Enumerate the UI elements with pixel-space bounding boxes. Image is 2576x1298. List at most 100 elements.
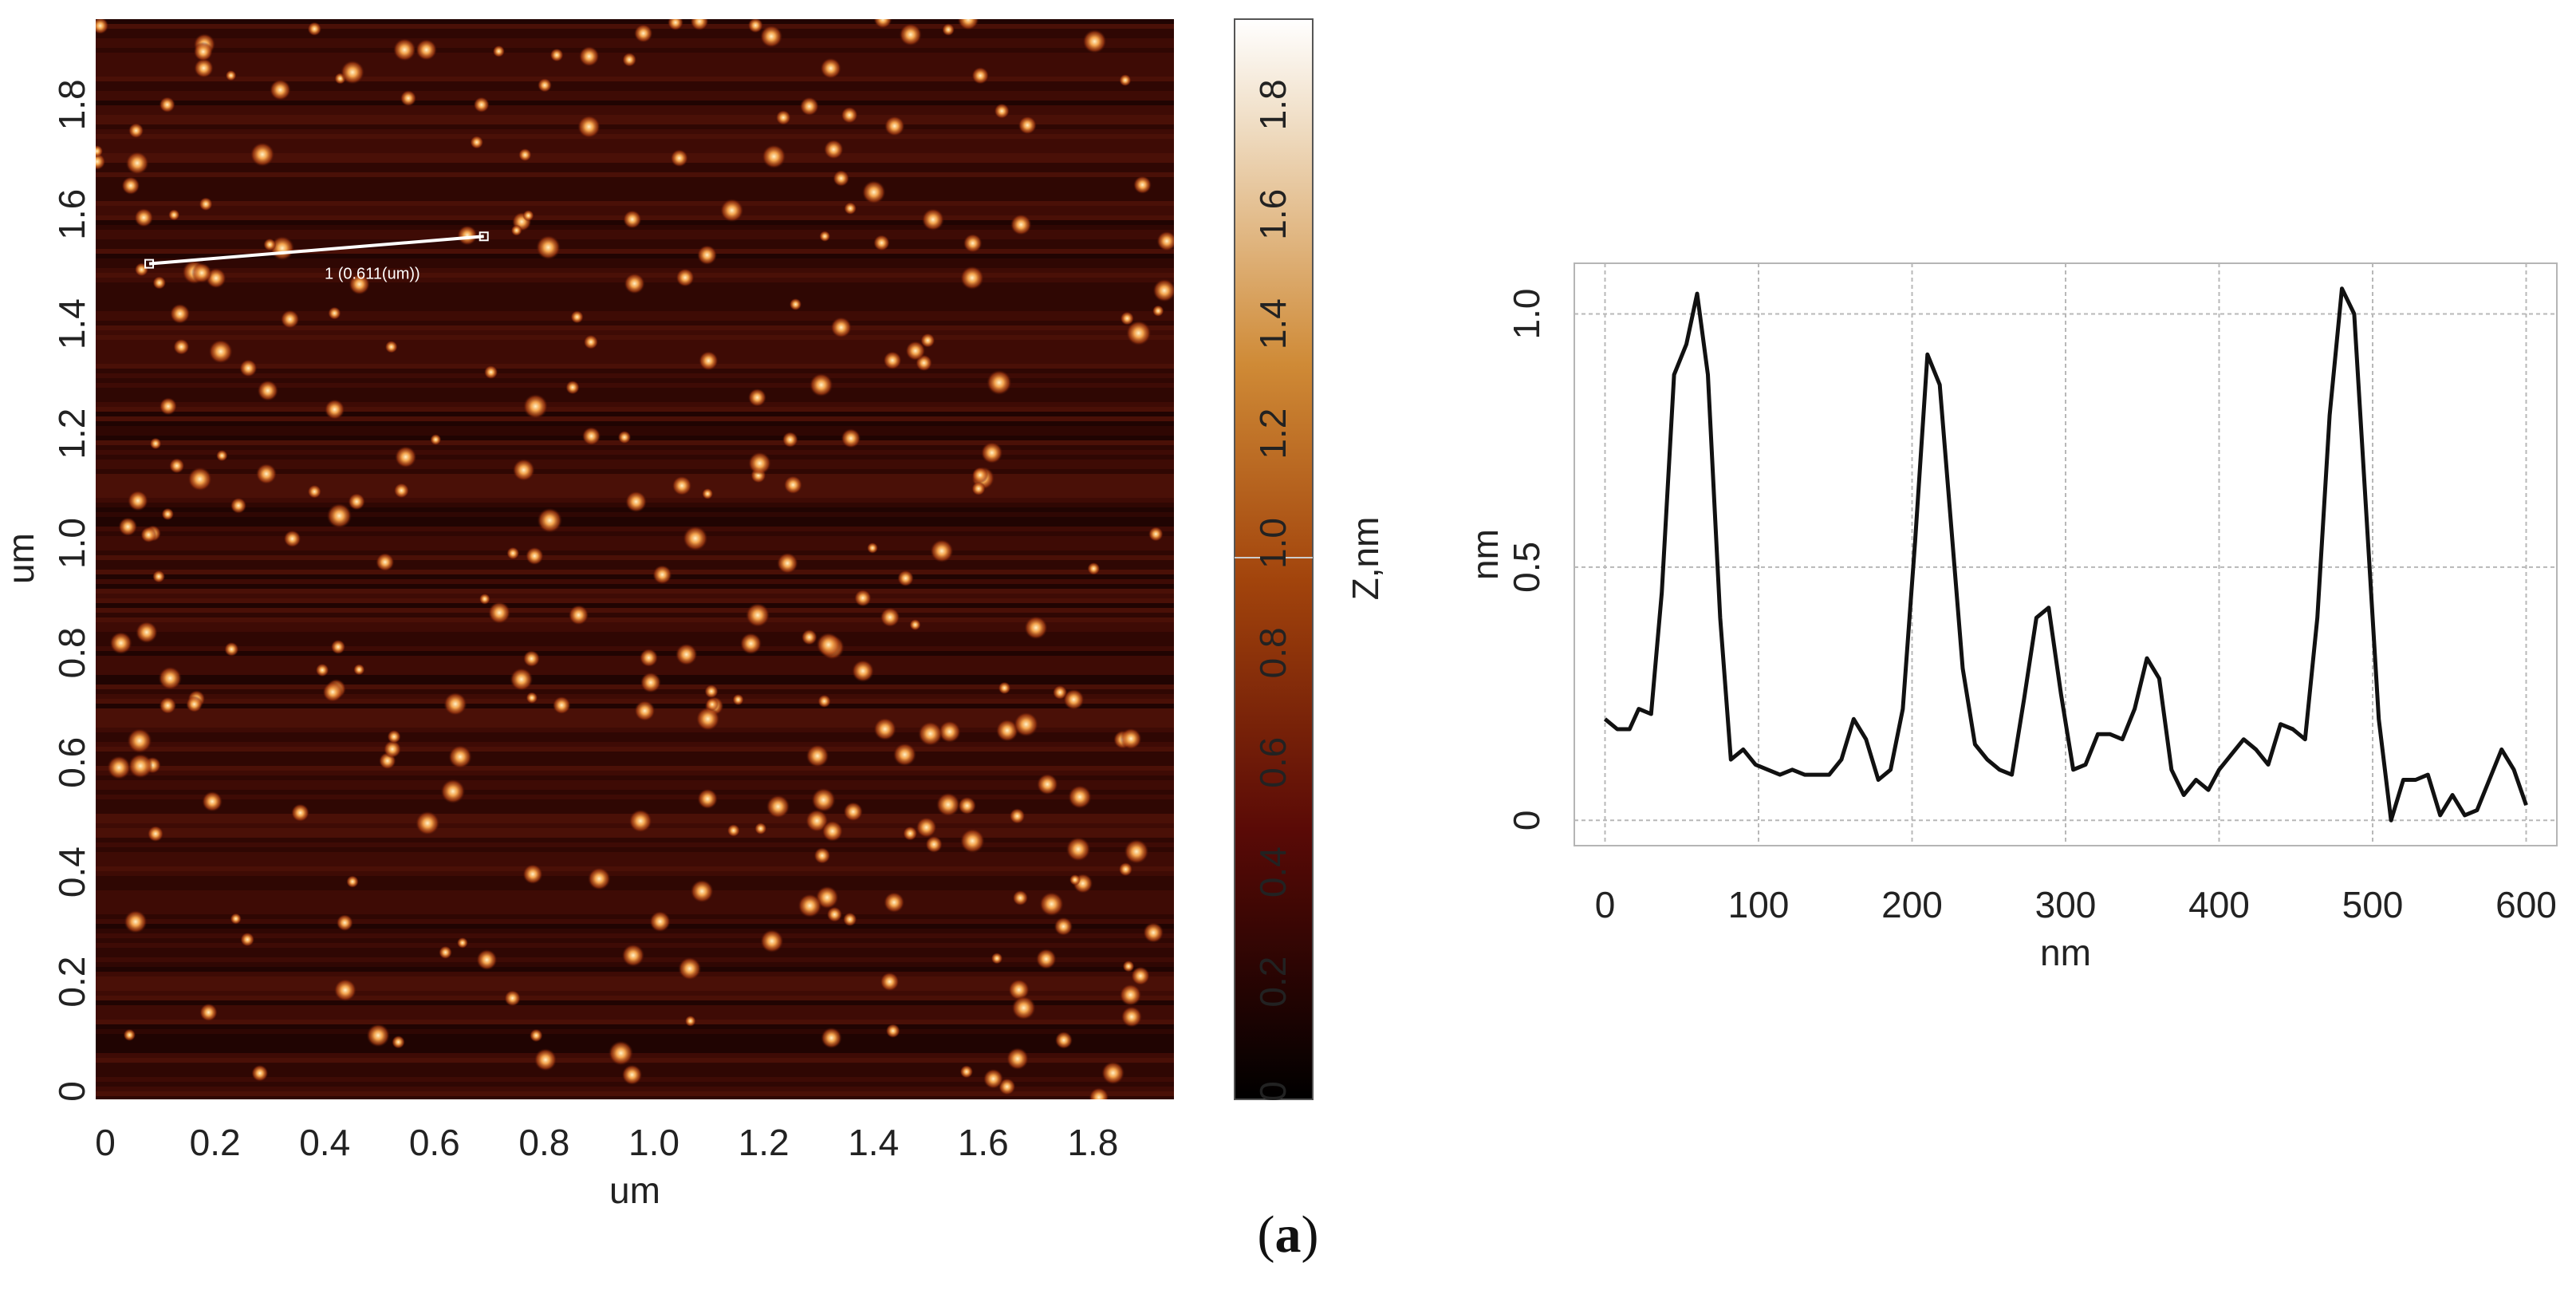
afm-particle	[1068, 784, 1092, 809]
afm-particle	[811, 787, 836, 813]
figure-caption: (a)	[0, 1205, 2576, 1265]
afm-scan-line	[96, 728, 1174, 732]
profile-chart: 0 100 200 300 400 500 600 0 0.5 1.0 nm nm	[1464, 262, 2558, 973]
afm-scan-line	[96, 938, 1174, 943]
afm-particle	[747, 388, 767, 407]
afm-particle	[621, 1064, 643, 1086]
afm-particle	[861, 180, 886, 204]
afm-particle	[704, 684, 719, 699]
afm-particle	[617, 430, 632, 444]
afm-particle	[816, 632, 841, 657]
afm-particle	[333, 978, 357, 1002]
afm-particle	[1013, 712, 1039, 737]
afm-particle	[230, 913, 242, 925]
afm-scan-line	[96, 81, 1174, 86]
afm-scan-line	[96, 426, 1174, 431]
afm-particle	[322, 681, 344, 703]
afm-particle	[307, 22, 322, 37]
afm-y-tick-label: 0.6	[51, 737, 93, 788]
afm-y-axis-label: um	[0, 533, 41, 584]
afm-scan-line	[96, 115, 1174, 120]
profile-line-start-handle[interactable]	[144, 258, 155, 269]
afm-x-tick-label: 0	[95, 1122, 116, 1163]
afm-particle	[134, 207, 154, 227]
afm-scan-line	[96, 349, 1174, 354]
afm-particle	[971, 66, 990, 85]
profile-x-tick-label: 100	[1728, 884, 1790, 925]
afm-particle	[805, 744, 829, 768]
afm-particle	[587, 866, 611, 890]
afm-scan-line	[96, 96, 1174, 101]
afm-scan-line	[96, 665, 1174, 670]
afm-scan-line	[96, 694, 1174, 699]
afm-scan-line	[96, 144, 1174, 148]
afm-particle	[340, 60, 365, 85]
afm-scan-line	[96, 775, 1174, 780]
afm-scan-line	[96, 62, 1174, 67]
afm-y-tick-label: 0.2	[51, 957, 93, 1008]
afm-particle	[1121, 1006, 1143, 1028]
afm-particle	[1152, 278, 1174, 302]
afm-particle	[522, 393, 549, 420]
afm-particle	[892, 743, 917, 767]
afm-particle	[1010, 214, 1032, 236]
afm-particle	[623, 210, 642, 229]
afm-particle	[510, 667, 534, 692]
afm-particle	[670, 148, 689, 168]
afm-particle	[479, 593, 490, 605]
afm-scan-line	[96, 637, 1174, 641]
afm-particle	[565, 380, 580, 395]
afm-scan-line	[96, 914, 1174, 919]
afm-particle	[675, 643, 698, 666]
afm-particle	[903, 826, 918, 841]
afm-particle	[269, 79, 291, 101]
afm-scan-line	[96, 924, 1174, 929]
afm-scan-line	[96, 613, 1174, 617]
profile-line-end-handle[interactable]	[479, 231, 489, 242]
afm-scan-line	[96, 373, 1174, 378]
afm-particle	[173, 338, 190, 356]
afm-x-tick-label: 0.2	[190, 1122, 241, 1163]
afm-particle	[346, 875, 359, 888]
afm-x-tick-label: 0.8	[518, 1122, 569, 1163]
afm-scan-line	[96, 187, 1174, 191]
afm-particle	[324, 399, 345, 420]
afm-particle	[998, 681, 1011, 695]
afm-scan-line	[96, 661, 1174, 665]
profile-line-marker[interactable]: 1 (0.611(um))	[144, 231, 489, 282]
afm-particle	[416, 38, 438, 61]
afm-particle	[1148, 526, 1164, 542]
afm-scan-line	[96, 134, 1174, 139]
afm-x-tick-label: 1.4	[848, 1122, 899, 1163]
afm-particle	[443, 692, 467, 716]
afm-scan-line	[96, 790, 1174, 795]
afm-particle	[504, 989, 521, 1007]
afm-particle	[958, 796, 977, 815]
afm-particle	[683, 525, 708, 551]
afm-scan-line	[96, 890, 1174, 895]
afm-scan-line	[96, 1000, 1174, 1005]
afm-scan-line	[96, 43, 1174, 48]
afm-particle	[622, 52, 637, 67]
afm-particle	[1006, 1047, 1030, 1071]
afm-scan-line	[96, 804, 1174, 809]
afm-scan-line	[96, 340, 1174, 345]
profile-line[interactable]	[148, 235, 484, 266]
afm-scan-line	[96, 397, 1174, 402]
profile-y-tick-label: 0.5	[1506, 542, 1547, 593]
afm-particle	[250, 142, 275, 168]
afm-particle	[624, 273, 645, 294]
afm-particle	[568, 605, 589, 625]
afm-particle	[842, 912, 857, 927]
afm-scan-line	[96, 560, 1174, 565]
afm-scan-line	[96, 325, 1174, 330]
afm-scan-line	[96, 685, 1174, 689]
afm-particle	[199, 1003, 218, 1022]
afm-particle	[873, 19, 892, 29]
afm-particle	[336, 913, 353, 932]
afm-particle	[107, 756, 132, 780]
afm-particle	[193, 41, 213, 61]
afm-particle	[1120, 311, 1135, 325]
afm-scan-line	[96, 737, 1174, 742]
afm-particle	[782, 432, 798, 448]
